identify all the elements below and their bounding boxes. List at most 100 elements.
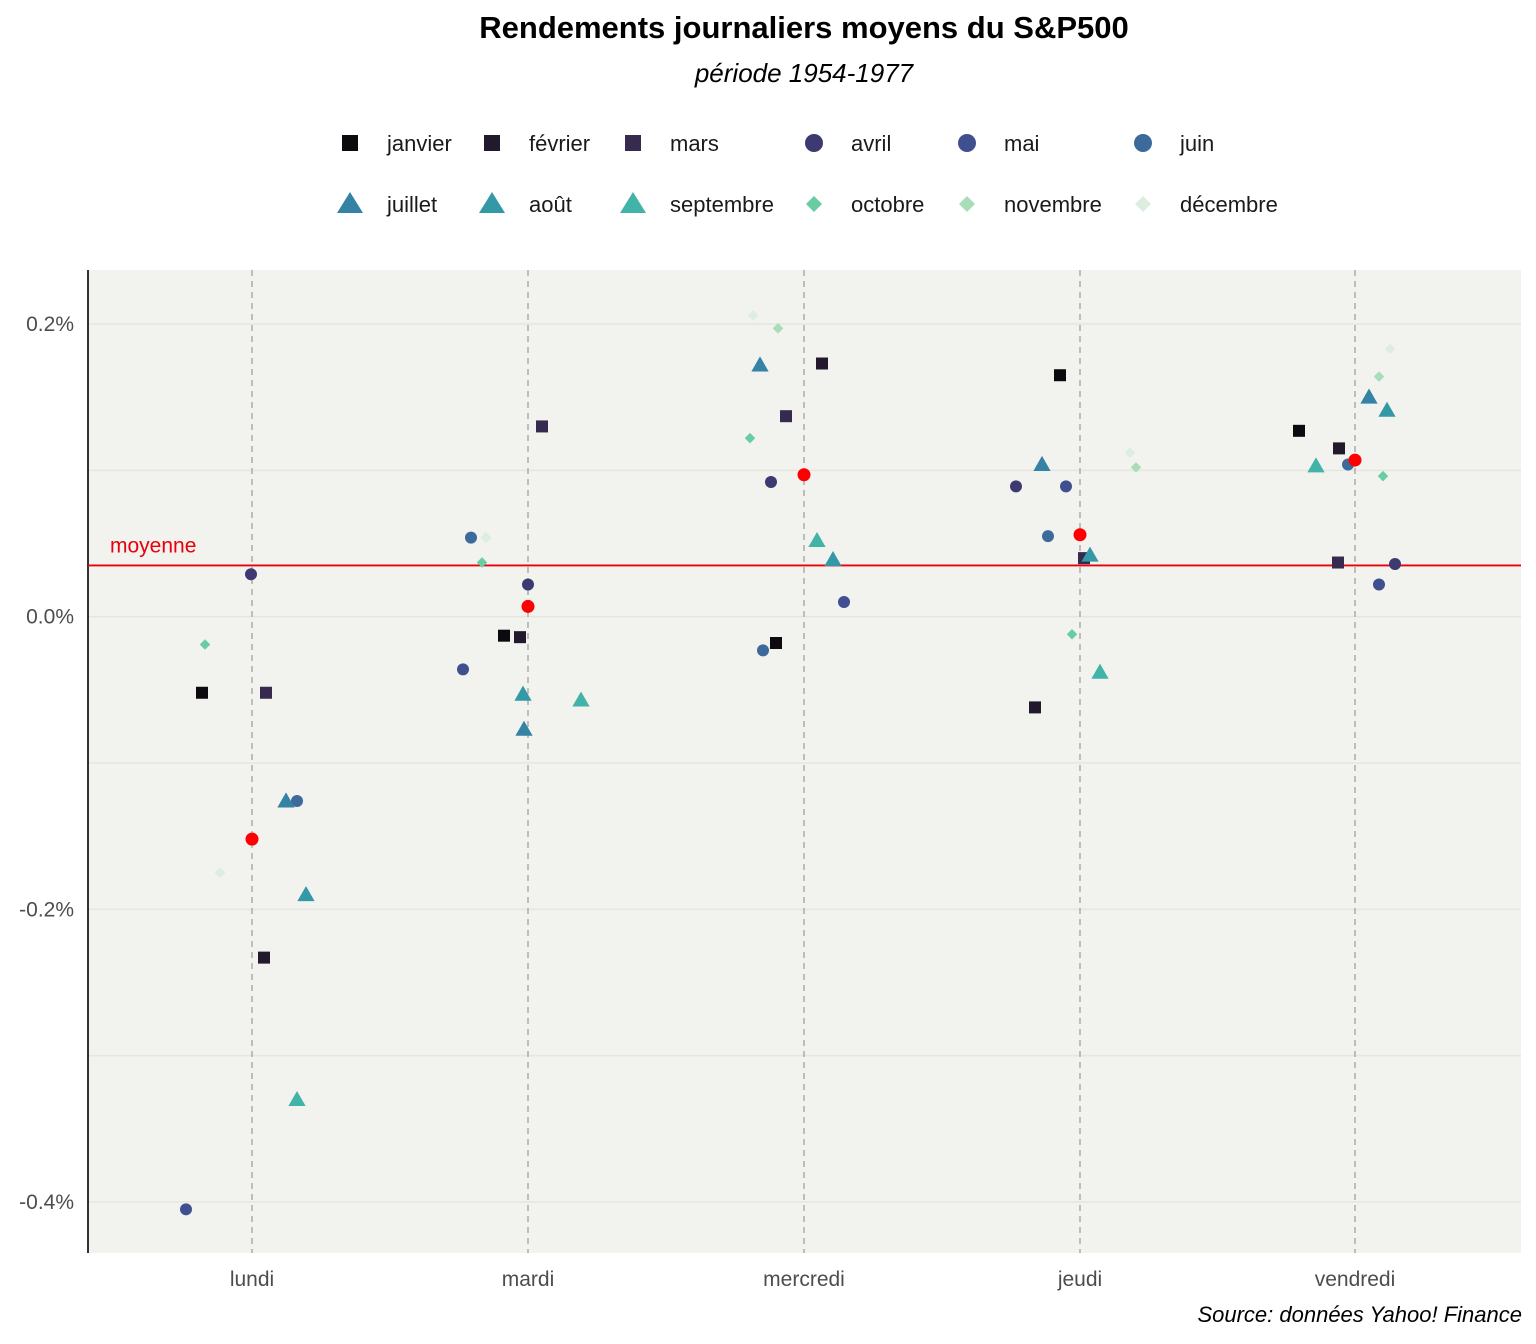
data-point-mercredi [838, 596, 850, 609]
data-point-mercredi [770, 637, 782, 650]
data-point-mercredi [808, 531, 826, 548]
legend-item: mai [958, 131, 1039, 156]
data-point-jeudi [1124, 447, 1136, 459]
legend-label: novembre [1004, 192, 1102, 217]
data-point-mardi [572, 691, 590, 707]
data-point-vendredi [1332, 556, 1344, 569]
legend-label: juin [1179, 131, 1214, 156]
data-point-vendredi [1373, 371, 1385, 382]
data-point-jeudi [1091, 663, 1109, 679]
data-point-vendredi [1384, 343, 1396, 355]
legend-marker [1135, 196, 1151, 212]
legend-label: janvier [386, 131, 452, 156]
data-point-mercredi [824, 550, 842, 567]
day-mean-point-mercredi [797, 468, 811, 482]
legend-marker [484, 135, 500, 151]
legend-item: mars [625, 131, 719, 156]
data-point-mardi [514, 631, 526, 644]
data-point-vendredi [1307, 457, 1325, 473]
day-mean-point-lundi [245, 832, 259, 846]
data-point-jeudi [1042, 530, 1054, 543]
data-point-mardi [465, 531, 477, 544]
y-tick-label: -0.4% [19, 1191, 74, 1214]
data-point-jeudi [1010, 480, 1022, 493]
data-point-mardi [476, 557, 488, 568]
legend-marker [805, 134, 823, 152]
data-point-mardi [536, 420, 548, 433]
data-point-vendredi [1377, 470, 1389, 482]
legend-item: novembre [959, 192, 1102, 217]
data-point-mardi [457, 663, 469, 676]
legend-marker [625, 135, 641, 151]
legend-label: octobre [851, 192, 924, 217]
data-point-mercredi [744, 432, 756, 444]
x-tick-label: jeudi [1057, 1268, 1102, 1291]
data-point-lundi [180, 1203, 192, 1216]
legend-marker [337, 192, 363, 213]
data-point-jeudi [1130, 462, 1142, 473]
legend-item: décembre [1135, 192, 1278, 217]
data-point-lundi [288, 1090, 306, 1107]
source-caption: Source: données Yahoo! Finance [1197, 1302, 1522, 1327]
data-point-mardi [522, 578, 534, 591]
legend-item: avril [805, 131, 891, 156]
data-point-mercredi [747, 309, 759, 321]
data-point-mercredi [780, 410, 792, 423]
x-tick-label: lundi [230, 1268, 274, 1291]
data-point-mardi [515, 720, 533, 736]
average-label: moyenne [110, 534, 196, 557]
data-point-mardi [480, 532, 492, 543]
legend-marker [1134, 134, 1152, 152]
data-point-jeudi [1066, 628, 1078, 640]
data-point-lundi [245, 568, 257, 581]
legend-label: décembre [1180, 192, 1278, 217]
legend-marker [479, 192, 505, 213]
legend-label: mars [670, 131, 719, 156]
data-point-lundi [199, 639, 211, 650]
data-point-vendredi [1333, 442, 1345, 455]
legend-marker [620, 192, 646, 213]
legend-marker [958, 134, 976, 152]
chart-title: Rendements journaliers moyens du S&P500 [479, 10, 1129, 45]
legend-label: juillet [386, 192, 437, 217]
legend-marker [806, 196, 822, 212]
day-mean-point-jeudi [1073, 528, 1087, 542]
x-tick-label: vendredi [1315, 1268, 1396, 1291]
legend-label: mai [1004, 131, 1039, 156]
data-point-mardi [514, 685, 532, 701]
data-point-vendredi [1373, 578, 1385, 591]
day-mean-point-mardi [521, 599, 535, 613]
legend-item: février [484, 131, 590, 156]
legend-item: août [479, 192, 572, 217]
y-tick-label: 0.0% [26, 606, 74, 629]
legend-item: octobre [806, 192, 924, 217]
data-point-mercredi [765, 476, 777, 489]
data-point-vendredi [1293, 424, 1305, 437]
data-point-mercredi [751, 356, 769, 372]
legend-label: février [529, 131, 590, 156]
data-point-lundi [291, 795, 303, 808]
data-point-lundi [258, 951, 270, 964]
data-point-jeudi [1029, 701, 1041, 714]
data-point-jeudi [1060, 480, 1072, 493]
legend-marker [959, 196, 975, 212]
data-point-lundi [214, 867, 226, 878]
legend-label: septembre [670, 192, 774, 217]
legend-label: août [529, 192, 572, 217]
data-point-lundi [196, 686, 208, 699]
data-point-mercredi [772, 323, 784, 334]
data-point-mardi [498, 629, 510, 642]
data-point-vendredi [1389, 557, 1401, 570]
legend-item: juin [1134, 131, 1214, 156]
x-tick-label: mardi [502, 1268, 555, 1291]
legend-marker [342, 135, 358, 151]
data-point-lundi [260, 686, 272, 699]
x-tick-label: mercredi [763, 1268, 845, 1291]
legend-item: janvier [342, 131, 452, 156]
data-point-jeudi [1081, 546, 1099, 562]
data-point-jeudi [1033, 455, 1051, 471]
data-point-vendredi [1378, 401, 1396, 417]
data-point-mercredi [816, 357, 828, 370]
legend-item: juillet [337, 192, 437, 217]
